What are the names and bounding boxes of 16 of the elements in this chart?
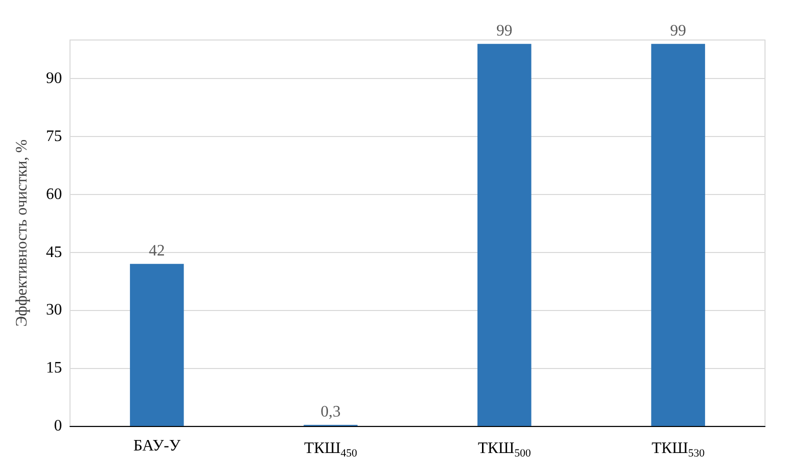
y-tick-label: 45 <box>46 244 62 261</box>
data-label: 99 <box>496 22 512 40</box>
data-label: 99 <box>670 22 686 40</box>
y-tick-label: 60 <box>46 186 62 203</box>
x-tick-label: БАУ-У <box>133 438 182 454</box>
data-label: 42 <box>148 242 165 260</box>
y-tick-label: 90 <box>46 70 62 88</box>
bar <box>651 44 706 426</box>
bar <box>477 44 532 426</box>
y-tick-label: 0 <box>54 418 62 434</box>
bar <box>130 264 184 426</box>
y-tick-label: 30 <box>46 302 62 319</box>
data-label: 0,3 <box>320 403 341 420</box>
y-tick-label: 15 <box>46 360 62 377</box>
y-axis-title: Эффективность очистки, % <box>14 139 30 327</box>
y-tick-label: 75 <box>46 128 62 145</box>
